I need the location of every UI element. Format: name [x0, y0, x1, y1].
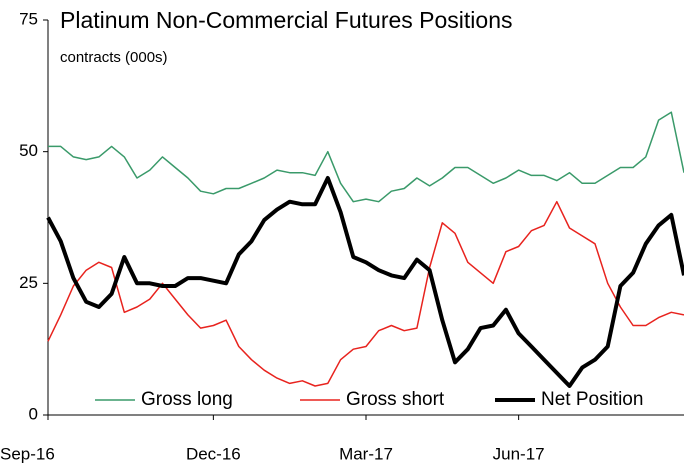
x-tick-label: Sep-16: [0, 444, 55, 463]
series-line: [46, 176, 684, 388]
x-tick-label: Mar-17: [339, 444, 393, 463]
y-tick-label: 25: [19, 273, 38, 292]
series-line: [47, 200, 684, 387]
chart-title: Platinum Non-Commercial Futures Position…: [60, 7, 513, 33]
chart-subtitle: contracts (000s): [60, 49, 168, 66]
y-tick-label: 75: [19, 9, 38, 28]
legend-label: Net Position: [541, 389, 643, 410]
x-tick-label: Jun-17: [493, 444, 545, 463]
legend-label: Gross long: [141, 389, 233, 410]
series-line: [48, 111, 684, 203]
legend-label: Gross short: [346, 389, 445, 410]
x-tick-label: Dec-16: [186, 444, 241, 463]
y-tick-label: 50: [19, 141, 38, 160]
y-tick-label: 0: [29, 404, 38, 423]
